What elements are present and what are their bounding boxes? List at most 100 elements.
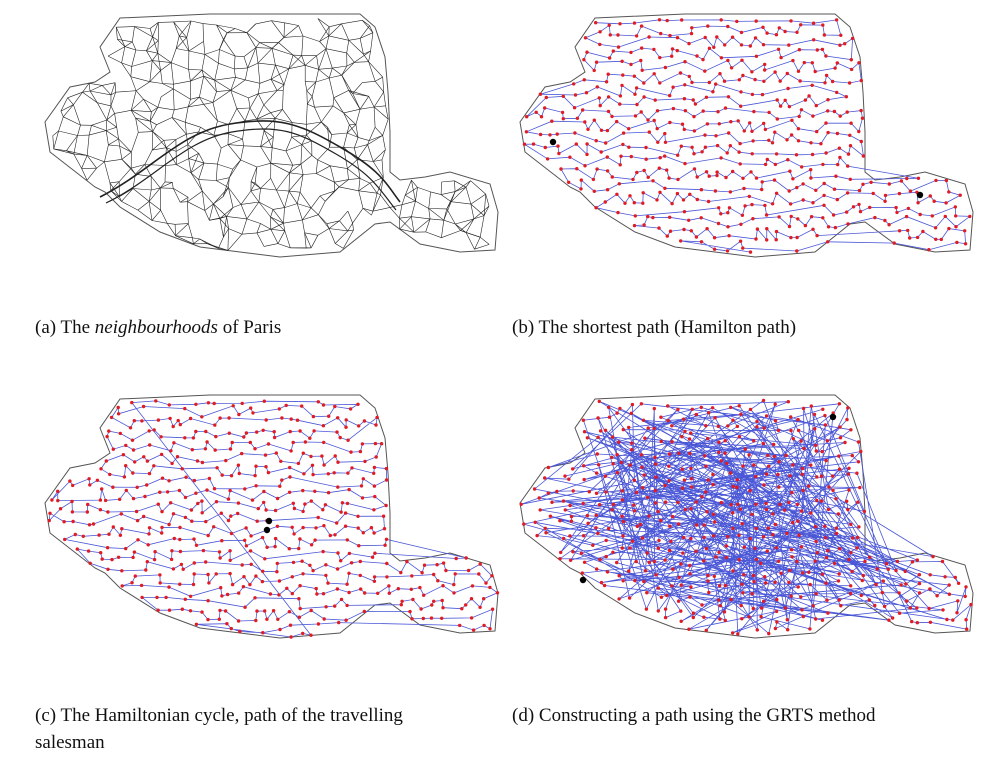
node-dot bbox=[789, 214, 793, 219]
node-dot bbox=[789, 19, 793, 23]
node-dot bbox=[642, 473, 646, 477]
node-dot bbox=[832, 109, 837, 114]
street-segment bbox=[270, 209, 274, 218]
node-dot bbox=[703, 133, 707, 137]
node-dot bbox=[169, 501, 173, 505]
node-dot bbox=[836, 512, 841, 516]
node-dot bbox=[759, 615, 763, 619]
node-dot bbox=[729, 405, 733, 410]
node-dot bbox=[795, 502, 800, 507]
node-dot bbox=[384, 503, 388, 508]
node-dot bbox=[171, 512, 176, 516]
node-dot bbox=[646, 175, 650, 179]
node-dot bbox=[802, 446, 806, 451]
node-dot bbox=[726, 535, 730, 539]
street-segment bbox=[167, 223, 176, 225]
node-dot bbox=[839, 33, 843, 37]
node-dot bbox=[834, 526, 839, 530]
street-segment bbox=[143, 99, 152, 112]
street-segment bbox=[109, 182, 111, 191]
node-dot bbox=[688, 572, 692, 576]
node-dot bbox=[688, 451, 692, 456]
node-dot bbox=[822, 33, 827, 37]
street-segment bbox=[263, 243, 279, 247]
node-dot bbox=[237, 471, 241, 476]
node-dot bbox=[719, 156, 723, 160]
node-dot bbox=[837, 467, 842, 471]
node-dot bbox=[363, 591, 367, 595]
node-dot bbox=[640, 536, 645, 540]
node-dot bbox=[754, 176, 759, 180]
node-dot bbox=[824, 581, 828, 585]
street-segment bbox=[257, 48, 273, 64]
street-segment bbox=[277, 243, 291, 249]
node-dot bbox=[358, 559, 362, 564]
node-dot bbox=[711, 472, 715, 477]
node-dot bbox=[740, 617, 744, 621]
node-dot bbox=[954, 225, 958, 229]
node-dot bbox=[604, 490, 608, 494]
node-dot bbox=[904, 582, 908, 586]
street-segment bbox=[135, 81, 150, 91]
node-dot bbox=[139, 583, 144, 588]
node-dot bbox=[180, 607, 184, 611]
street-segment bbox=[369, 182, 378, 194]
node-dot bbox=[849, 428, 853, 432]
street-segment bbox=[185, 122, 201, 128]
node-dot bbox=[715, 170, 719, 174]
node-dot bbox=[585, 436, 590, 440]
node-dot bbox=[621, 579, 625, 583]
street-segment bbox=[175, 223, 189, 225]
node-dot bbox=[680, 122, 685, 126]
node-dot bbox=[783, 29, 787, 34]
node-dot bbox=[820, 618, 825, 622]
node-dot bbox=[767, 110, 771, 115]
node-dot bbox=[159, 435, 163, 439]
node-dot bbox=[619, 460, 624, 465]
node-dot bbox=[963, 229, 967, 233]
street-segment bbox=[232, 204, 242, 208]
node-dot bbox=[670, 514, 675, 519]
node-dot bbox=[666, 418, 670, 423]
node-dot bbox=[679, 144, 683, 148]
node-dot bbox=[598, 42, 602, 47]
node-dot bbox=[261, 428, 265, 432]
street-segment bbox=[306, 121, 322, 125]
node-dot bbox=[120, 584, 124, 588]
street-segment bbox=[263, 118, 276, 131]
node-dot bbox=[597, 503, 602, 507]
node-dot bbox=[706, 199, 711, 204]
node-dot bbox=[466, 568, 471, 573]
street-segment bbox=[250, 190, 260, 203]
node-dot bbox=[719, 459, 723, 463]
node-dot bbox=[772, 454, 777, 459]
node-dot bbox=[340, 501, 345, 505]
node-dot bbox=[762, 426, 766, 430]
street-segment bbox=[228, 133, 243, 140]
street-segment bbox=[343, 132, 348, 148]
node-dot bbox=[374, 423, 378, 427]
node-dot bbox=[638, 522, 643, 527]
street-segment bbox=[240, 201, 259, 205]
node-dot bbox=[826, 611, 830, 615]
street-segment bbox=[246, 201, 260, 220]
node-dot bbox=[690, 407, 694, 411]
street-segment bbox=[277, 230, 286, 244]
node-dot bbox=[679, 609, 683, 613]
node-dot bbox=[617, 440, 621, 444]
street-segment bbox=[272, 209, 284, 224]
street-segment bbox=[198, 163, 205, 180]
node-dot bbox=[315, 592, 319, 596]
node-dot bbox=[656, 546, 661, 550]
node-dot bbox=[611, 550, 615, 554]
street-segment bbox=[470, 204, 475, 219]
node-dot bbox=[272, 435, 277, 440]
node-dot bbox=[298, 537, 302, 541]
node-dot bbox=[383, 543, 387, 547]
street-segment bbox=[188, 153, 199, 159]
node-dot bbox=[958, 193, 962, 197]
node-dot bbox=[309, 608, 313, 613]
street-segment bbox=[86, 135, 90, 156]
street-segment bbox=[216, 24, 236, 29]
node-dot bbox=[642, 168, 646, 173]
